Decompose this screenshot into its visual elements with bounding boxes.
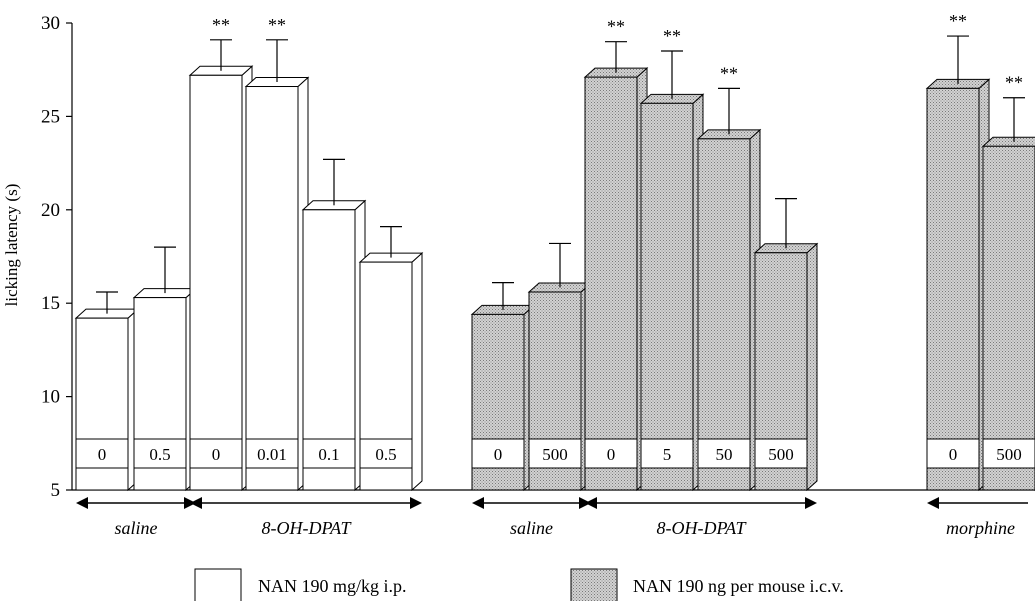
dose-label-box <box>359 438 413 469</box>
bar-4: 0.1 <box>301 158 367 492</box>
legend-label-icv: NAN 190 ng per mouse i.c.v. <box>633 576 844 596</box>
group-label: morphine <box>946 518 1015 538</box>
dose-label: 50 <box>716 445 733 464</box>
group-arrowhead-right <box>805 497 817 509</box>
y-tick-label: 10 <box>41 387 60 408</box>
dose-label-box <box>528 438 582 469</box>
dose-label-box <box>926 438 980 469</box>
legend-label-ip: NAN 190 mg/kg i.p. <box>258 576 407 596</box>
bar-7: 500 <box>527 242 593 492</box>
dose-label-box <box>982 438 1035 469</box>
bar-top <box>981 136 1035 147</box>
bar-6: 0 <box>470 282 536 492</box>
dose-label: 5 <box>663 445 672 464</box>
y-tick-label: 30 <box>41 13 60 34</box>
y-axis: 5 10 15 20 25 30 <box>41 13 73 501</box>
significance-mark: ** <box>720 63 738 83</box>
dose-label-box <box>245 438 299 469</box>
group-3: 8-OH-DPAT <box>585 497 817 538</box>
group-label: saline <box>510 518 553 538</box>
group-arrowhead-right <box>410 497 422 509</box>
dose-label: 0.5 <box>375 445 396 464</box>
bar <box>982 145 1035 491</box>
dose-label: 0 <box>949 445 958 464</box>
group-label: 8-OH-DPAT <box>262 518 353 538</box>
bar-11: 500 <box>753 197 819 492</box>
significance-mark: ** <box>607 17 625 37</box>
bar-1: 0.5 <box>132 246 198 492</box>
dose-label: 0 <box>494 445 503 464</box>
bar <box>189 74 243 491</box>
bar-3: ** 0.01 <box>244 15 310 492</box>
dose-label: 500 <box>768 445 794 464</box>
bar <box>245 86 299 491</box>
bar <box>697 138 751 491</box>
significance-mark: ** <box>212 15 230 35</box>
bar-9: ** 5 <box>639 26 705 492</box>
significance-mark: ** <box>268 15 286 35</box>
significance-mark: ** <box>1005 73 1023 93</box>
dose-label: 0 <box>212 445 221 464</box>
dose-label: 0.1 <box>318 445 339 464</box>
group-4: morphine <box>927 497 1028 538</box>
dose-label: 0.5 <box>149 445 170 464</box>
y-tick-label: 5 <box>51 480 61 501</box>
group-labels-layer: saline 8-OH-DPAT saline 8-OH-DPAT morphine <box>76 497 1028 538</box>
dose-label-box <box>189 438 243 469</box>
bar <box>584 76 638 491</box>
y-tick-label: 20 <box>41 200 60 221</box>
dose-label-box <box>697 438 751 469</box>
dose-label: 500 <box>996 445 1022 464</box>
group-0: saline <box>76 497 196 538</box>
group-arrowhead-left <box>76 497 88 509</box>
group-arrowhead-left <box>472 497 484 509</box>
y-axis-label: licking latency (s) <box>2 184 21 307</box>
bar-0: 0 <box>74 291 140 492</box>
legend-swatch-ip <box>194 568 242 601</box>
bar-12: ** 0 <box>925 11 991 492</box>
bar-side <box>806 242 818 492</box>
legend-swatch-icv <box>570 568 618 601</box>
dose-label: 0 <box>607 445 616 464</box>
dose-label: 500 <box>542 445 568 464</box>
legend: NAN 190 mg/kg i.p. NAN 190 ng per mouse … <box>194 568 844 601</box>
group-arrowhead-left <box>585 497 597 509</box>
dose-label-box <box>471 438 525 469</box>
group-label: 8-OH-DPAT <box>657 518 748 538</box>
bar-5: 0.5 <box>358 226 424 492</box>
group-arrowhead-left <box>927 497 939 509</box>
dose-label: 0 <box>98 445 107 464</box>
dose-label-box <box>133 438 187 469</box>
bar-10: ** 50 <box>696 63 762 492</box>
y-tick-label: 25 <box>41 106 60 127</box>
significance-mark: ** <box>663 26 681 46</box>
dose-label-box <box>640 438 694 469</box>
bar-side <box>411 251 423 492</box>
group-label: saline <box>115 518 158 538</box>
bar <box>640 102 694 491</box>
bar <box>926 87 980 491</box>
dose-label-box <box>75 438 129 469</box>
bars-layer: 0 0.5**0**0.01 0.1 0.5 0 500**0**5**50 500**0*… <box>74 11 1035 492</box>
bar-2: ** 0 <box>188 15 254 492</box>
y-tick-label: 15 <box>41 293 60 314</box>
significance-mark: ** <box>949 11 967 31</box>
bar-13: ** 500 <box>981 73 1035 492</box>
dose-label-box <box>754 438 808 469</box>
dose-label-box <box>302 438 356 469</box>
bar-8: ** 0 <box>583 17 649 492</box>
dose-label-box <box>584 438 638 469</box>
dose-label: 0.01 <box>257 445 287 464</box>
group-arrowhead-left <box>190 497 202 509</box>
group-1: 8-OH-DPAT <box>190 497 422 538</box>
group-2: saline <box>472 497 591 538</box>
